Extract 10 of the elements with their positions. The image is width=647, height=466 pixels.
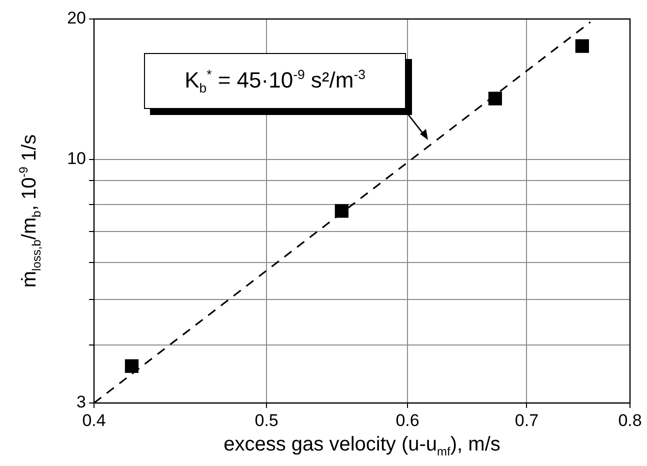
annotation: K$_{b}$$^{*}$ = 45·10$^{-9}$ s²/m$^{-3}$ (184, 66, 366, 96)
x-tick-label: 0.8 (618, 410, 642, 430)
x-tick-label: 0.4 (82, 410, 106, 430)
y-tick-label: 10 (67, 148, 86, 168)
y-tick-label: 20 (67, 8, 86, 28)
x-tick-label: 0.6 (396, 410, 420, 430)
x-axis-title: excess gas velocity (u-u$_{mf}$), m/s (224, 434, 500, 458)
y-tick-label: 3 (76, 392, 86, 412)
x-tick-label: 0.5 (254, 410, 278, 430)
x-tick-label: 0.7 (514, 410, 539, 430)
